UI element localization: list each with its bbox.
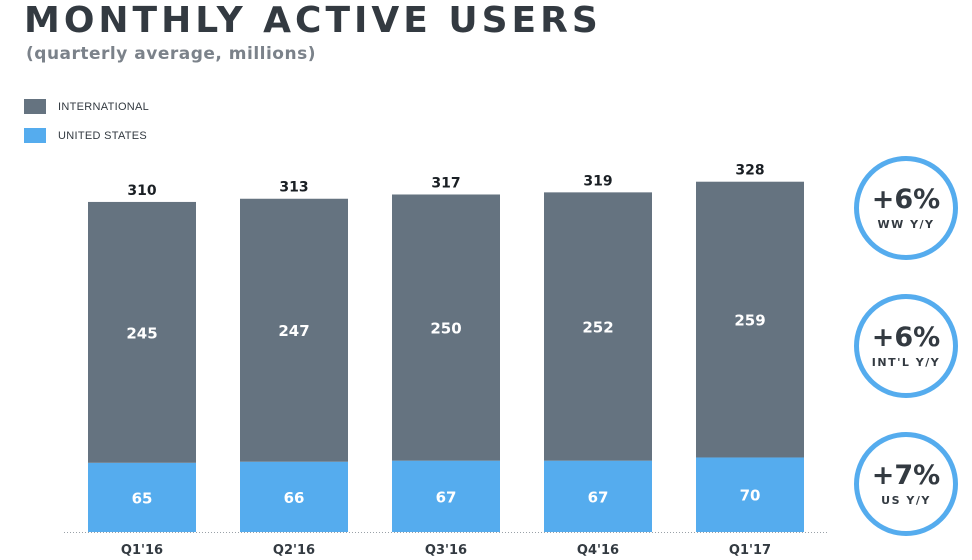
callout-value-ww: +6% (871, 183, 941, 215)
callout-label-ww: WW Y/Y (877, 217, 935, 231)
legend-item-united-states: UNITED STATES (24, 128, 147, 143)
x-tick-label-1: Q1'16 (121, 543, 163, 558)
bar-value-label-international-1: 245 (126, 324, 157, 342)
bar-value-label-united-states-5: 70 (740, 487, 761, 505)
x-tick-label-5: Q1'17 (729, 543, 771, 558)
callout-ww-growth: +6% WW Y/Y (854, 156, 958, 260)
legend-label-united-states: UNITED STATES (58, 129, 148, 142)
bar-total-label-1: 310 (127, 183, 156, 199)
callout-value-us: +7% (871, 459, 941, 491)
legend-item-international: INTERNATIONAL (24, 99, 149, 114)
callout-intl-growth: +6% INT'L Y/Y (854, 294, 958, 398)
bar-total-label-4: 319 (583, 173, 612, 189)
chart-title: MONTHLY ACTIVE USERS (24, 0, 602, 41)
chart-subtitle: (quarterly average, millions) (26, 44, 316, 64)
bar-value-label-international-4: 252 (582, 319, 613, 337)
bar-value-label-international-3: 250 (430, 320, 461, 338)
bar-total-label-3: 317 (431, 175, 460, 191)
bar-united-states-4 (544, 460, 652, 532)
bar-united-states-3 (392, 460, 500, 532)
callout-us-growth: +7% US Y/Y (854, 432, 958, 536)
callout-value-intl: +6% (871, 321, 941, 353)
bar-value-label-united-states-1: 65 (132, 489, 153, 507)
bar-international-5 (696, 181, 804, 458)
bar-value-label-international-5: 259 (734, 312, 765, 330)
bar-value-label-united-states-4: 67 (588, 488, 609, 506)
bar-united-states-1 (88, 462, 196, 532)
legend-label-international: INTERNATIONAL (58, 100, 150, 113)
x-tick-label-4: Q4'16 (577, 543, 619, 558)
bar-value-label-international-2: 247 (278, 322, 309, 340)
bar-international-4 (544, 192, 652, 461)
bar-value-label-united-states-2: 66 (284, 489, 305, 507)
x-tick-label-2: Q2'16 (273, 543, 315, 558)
bar-total-label-5: 328 (735, 163, 764, 179)
bar-international-1 (88, 201, 196, 463)
bar-international-3 (392, 194, 500, 461)
callout-label-us: US Y/Y (881, 493, 931, 507)
bar-international-2 (240, 198, 348, 462)
legend-swatch-international (24, 99, 46, 114)
bar-value-label-united-states-3: 67 (436, 488, 457, 506)
bar-total-label-2: 313 (279, 180, 308, 196)
legend-swatch-united-states (24, 128, 46, 143)
x-tick-label-3: Q3'16 (425, 543, 467, 558)
bar-united-states-2 (240, 461, 348, 532)
bar-united-states-5 (696, 457, 804, 532)
callout-label-intl: INT'L Y/Y (871, 355, 941, 369)
